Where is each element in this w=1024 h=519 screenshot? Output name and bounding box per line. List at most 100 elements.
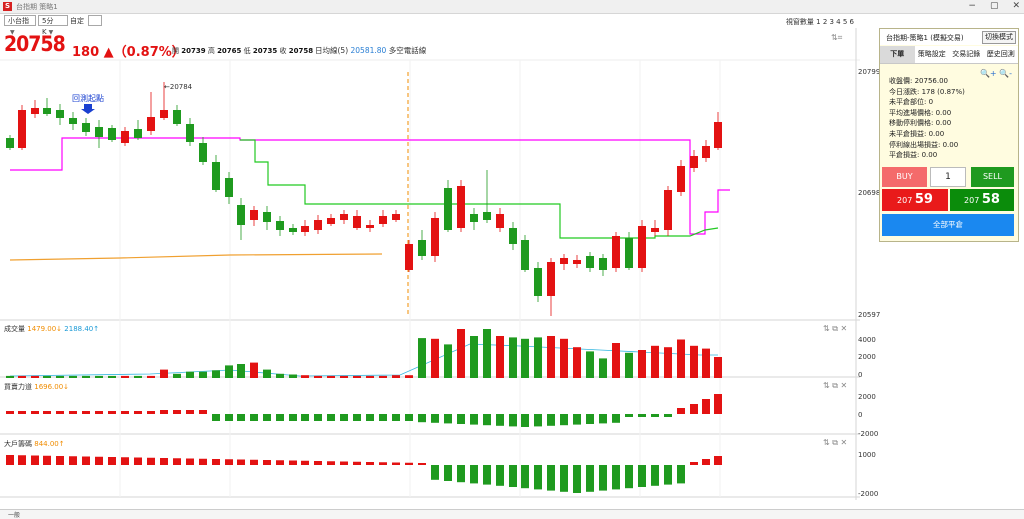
candle	[714, 122, 722, 148]
power-bar	[496, 414, 504, 426]
volume-panel-tools[interactable]: ⇅ ⧉ ✕	[823, 324, 848, 333]
volume-bar	[301, 375, 309, 378]
y-axis-mid: 20698	[858, 189, 880, 197]
sell-button[interactable]: SELL	[971, 167, 1014, 187]
candle	[547, 262, 555, 296]
big-player-bar	[483, 465, 491, 485]
interval-select[interactable]: 5分K ▼	[38, 15, 68, 36]
position-info: 收盤價: 20756.00 今日漲跌: 178 (0.87%) 未平倉部位: 0 平均…	[889, 76, 965, 161]
tab-order[interactable]: 下單	[880, 46, 915, 63]
power-bar	[263, 414, 271, 421]
volume-bar	[199, 371, 207, 378]
buy-button[interactable]: BUY	[882, 167, 927, 187]
big-panel-tools[interactable]: ⇅ ⧉ ✕	[823, 438, 848, 447]
volume-bar	[690, 345, 698, 378]
power-bar	[69, 411, 77, 414]
big-panel-label: 大戶籌碼 844.00↑	[4, 440, 65, 448]
big-player-bar	[625, 465, 633, 489]
tab-strategy-settings[interactable]: 策略設定	[917, 50, 946, 58]
big-player-bar	[521, 465, 529, 489]
candle	[379, 216, 387, 224]
candle	[444, 188, 452, 230]
y-axis-top: 20799	[858, 68, 880, 76]
power-bar	[612, 414, 620, 423]
big-tick: -2000	[858, 490, 878, 498]
power-bar	[534, 414, 542, 427]
big-player-bar	[108, 457, 116, 465]
volume-tick: 4000	[858, 336, 876, 344]
power-bar	[31, 411, 39, 414]
tab-trade-records[interactable]: 交易記錄	[952, 50, 981, 58]
power-bar	[521, 414, 529, 427]
window-title: 台指期 策略1	[16, 3, 58, 11]
big-player-bar	[173, 458, 181, 465]
candle	[638, 226, 646, 268]
big-player-bar	[6, 455, 14, 465]
candle	[301, 226, 309, 232]
volume-bar	[121, 375, 129, 378]
info-line: 未平倉部位: 0	[889, 98, 934, 107]
volume-bar	[340, 375, 348, 378]
ask-price[interactable]: 207 58	[950, 189, 1014, 211]
big-player-bar	[379, 462, 387, 465]
custom-input[interactable]	[88, 15, 102, 26]
big-player-bar	[147, 457, 155, 465]
big-player-bar	[444, 465, 452, 481]
zoom-icons[interactable]: 🔍+ 🔍-	[979, 69, 1012, 78]
maximize-icon[interactable]: ▢	[989, 1, 999, 11]
candle	[250, 210, 258, 220]
symbol-select[interactable]: 小台指▼	[4, 15, 36, 36]
big-player-bar	[134, 457, 142, 465]
candle	[677, 166, 685, 192]
power-bar	[560, 414, 568, 426]
status-tab[interactable]: 一般	[8, 512, 21, 519]
candle	[405, 244, 413, 270]
candle	[147, 117, 155, 131]
volume-bar	[521, 338, 529, 378]
candle	[340, 214, 348, 220]
volume-bar	[444, 344, 452, 378]
backtest-annotation: 回測起點	[72, 93, 104, 103]
close-icon[interactable]: ✕	[1012, 1, 1020, 11]
candle	[690, 156, 698, 168]
chart-tools[interactable]: ⇅⌗	[831, 33, 843, 42]
view-count-selector[interactable]: 視窗數量 1 2 3 4 5 6	[785, 18, 854, 26]
big-player-bar	[31, 455, 39, 465]
candle	[276, 221, 284, 230]
big-player-bar	[612, 465, 620, 490]
candle	[366, 225, 374, 228]
power-bar	[95, 411, 103, 414]
quantity-input[interactable]: 1	[930, 167, 966, 187]
arrow-down-icon	[81, 104, 95, 114]
close-all-button[interactable]: 全部平倉	[882, 214, 1014, 236]
candle	[586, 256, 594, 268]
power-bar	[625, 414, 633, 417]
power-bar	[638, 414, 646, 417]
candle	[457, 186, 465, 228]
big-player-bar	[353, 461, 361, 465]
power-bar	[547, 414, 555, 426]
big-player-bar	[405, 462, 413, 465]
volume-bar	[186, 371, 194, 378]
power-bar	[225, 414, 233, 421]
big-player-bar	[457, 465, 465, 483]
info-line: 平均進場價格: 0.00	[889, 108, 952, 117]
power-bar	[431, 414, 439, 423]
tab-backtest[interactable]: 歷史回測	[986, 50, 1015, 58]
candle	[625, 238, 633, 268]
power-panel-label: 買賣力道 1696.00↓	[4, 383, 70, 391]
power-bar	[18, 411, 26, 414]
volume-bar	[160, 369, 168, 378]
ma-line	[9, 253, 383, 261]
power-bar	[392, 414, 400, 421]
ma-readout: 日均線(5) 20581.80 多空電話線	[315, 46, 427, 55]
bid-price[interactable]: 207 59	[882, 189, 948, 211]
switch-mode-button[interactable]: 切換模式	[982, 31, 1016, 44]
power-panel-tools[interactable]: ⇅ ⧉ ✕	[823, 381, 848, 390]
candle	[431, 218, 439, 256]
volume-bar	[470, 336, 478, 378]
candle	[56, 110, 64, 118]
minimize-icon[interactable]: −	[968, 1, 976, 11]
big-player-bar	[225, 459, 233, 465]
